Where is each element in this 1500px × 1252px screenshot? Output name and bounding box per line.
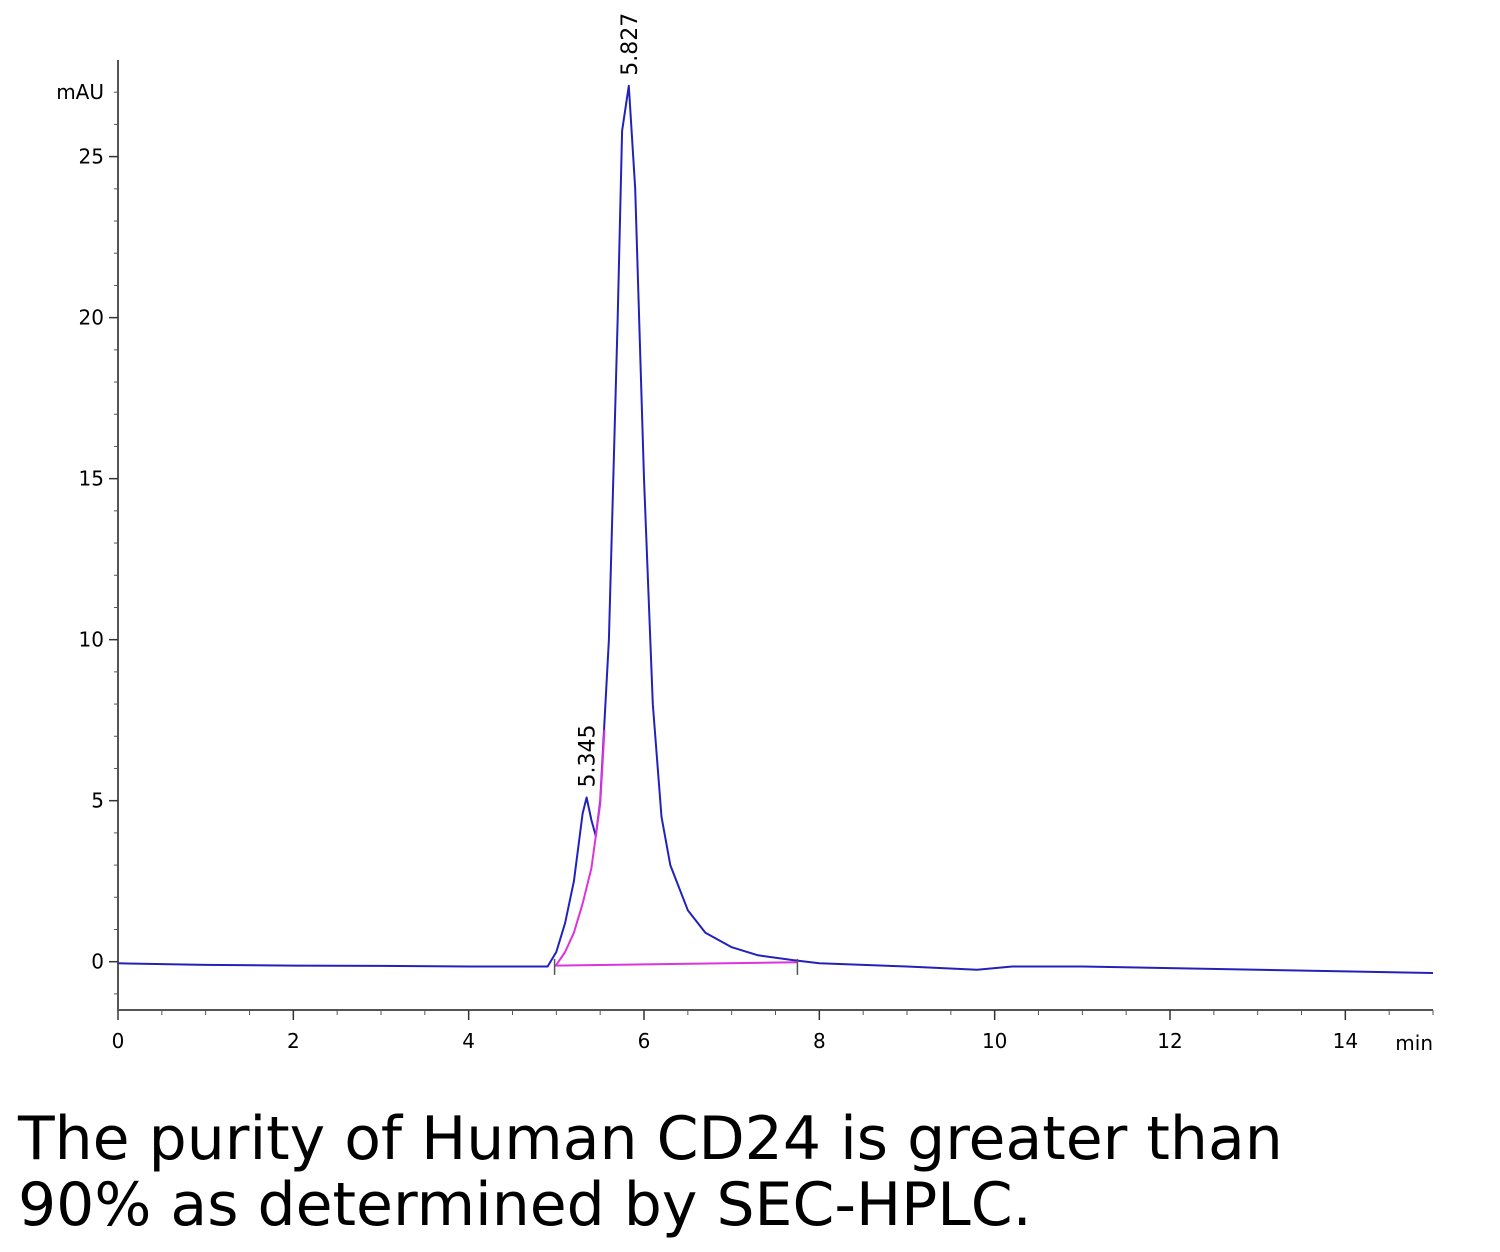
x-tick-label: 4 <box>462 1029 475 1053</box>
y-tick-label: 5 <box>91 789 104 813</box>
y-tick-label: 10 <box>79 628 104 652</box>
x-tick-label: 14 <box>1333 1029 1358 1053</box>
chromatogram-chart: 0 5 10 15 20 25 mAU 0 2 4 6 8 10 12 14 min 5.345 5.827 <box>56 13 1434 1055</box>
x-tick-label: 12 <box>1157 1029 1182 1053</box>
axes: 0 5 10 15 20 25 mAU 0 2 4 6 8 10 12 14 min <box>56 60 1434 1055</box>
x-tick-label: 2 <box>287 1029 300 1053</box>
caption: The purity of Human CD24 is greater than… <box>18 1106 1478 1238</box>
caption-line-2: 90% as determined by SEC-HPLC. <box>18 1170 1032 1240</box>
series-line-0 <box>117 84 1434 974</box>
x-tick-label: 0 <box>112 1029 125 1053</box>
caption-line-1: The purity of Human CD24 is greater than <box>18 1104 1283 1174</box>
y-tick-label: 15 <box>79 467 104 491</box>
x-tick-label: 6 <box>638 1029 651 1053</box>
x-tick-label: 10 <box>982 1029 1007 1053</box>
y-tick-label: 0 <box>91 950 104 974</box>
series-line-1 <box>555 729 606 966</box>
peak-label: 5.345 <box>576 724 601 787</box>
x-axis-label: min <box>1395 1031 1433 1055</box>
series-line-2 <box>554 961 798 967</box>
peak-labels: 5.345 5.827 <box>576 13 643 788</box>
x-tick-label: 8 <box>813 1029 826 1053</box>
y-tick-label: 20 <box>79 306 104 330</box>
series-lines <box>117 84 1434 975</box>
y-tick-label: 25 <box>79 145 104 169</box>
peak-label: 5.827 <box>618 13 643 76</box>
y-axis-label: mAU <box>56 80 104 104</box>
